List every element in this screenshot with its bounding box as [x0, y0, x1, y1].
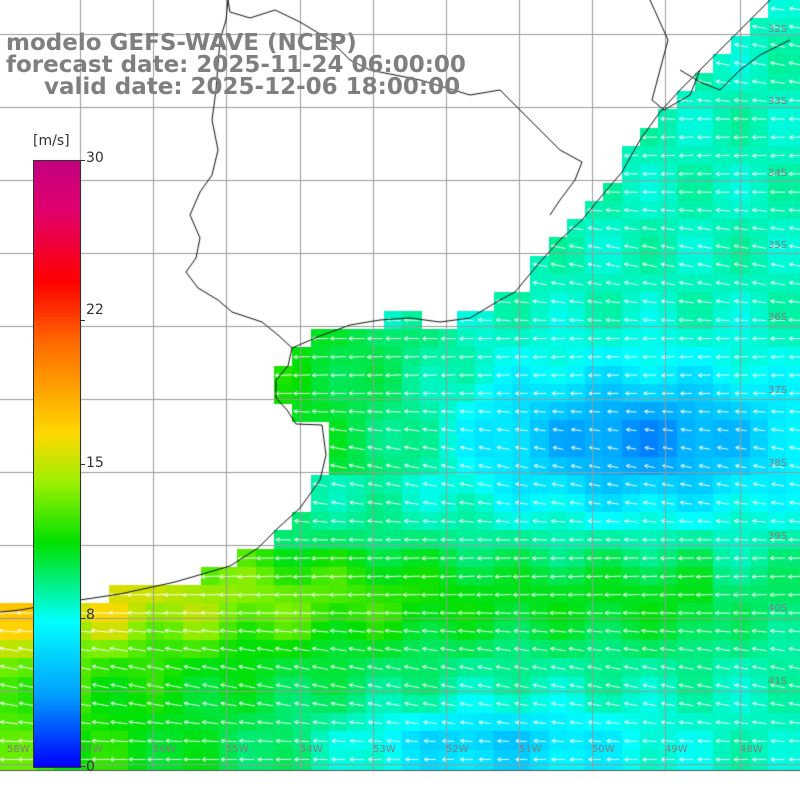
colorbar-tick-mark: [80, 766, 85, 767]
lon-label: 55W: [226, 744, 249, 755]
lon-label: 56W: [153, 744, 176, 755]
lon-label: 52W: [446, 744, 469, 755]
colorbar-tick-8: 8: [86, 607, 95, 623]
lat-label: 32S: [768, 24, 788, 35]
lon-label: 49W: [665, 744, 688, 755]
lat-label: 41S: [768, 676, 788, 687]
lon-label: 48W: [740, 744, 763, 755]
colorbar-unit: [m/s]: [33, 133, 70, 149]
lon-label: 51W: [519, 744, 542, 755]
lon-label: 57W: [80, 744, 103, 755]
colorbar-tick-mark: [80, 320, 85, 321]
colorbar-tick-0: 0: [86, 759, 95, 775]
model-title: modelo GEFS-WAVE (NCEP): [6, 30, 357, 56]
forecast-date: forecast date: 2025-11-24 06:00:00: [6, 52, 466, 78]
lat-label: 33S: [768, 96, 788, 107]
colorbar-tick-22: 22: [86, 302, 104, 318]
lon-label: 54W: [300, 744, 323, 755]
lat-label: 38S: [768, 458, 788, 469]
lat-label: 39S: [768, 531, 788, 542]
colorbar-tick-mark: [80, 618, 85, 619]
lat-label: 36S: [768, 312, 788, 323]
lat-label: 37S: [768, 385, 788, 396]
lat-label: 35S: [768, 240, 788, 251]
lon-label: 58W: [7, 744, 30, 755]
lat-label: 34S: [768, 168, 788, 179]
colorbar-tick-mark: [80, 464, 85, 465]
colorbar-tick-30: 30: [86, 150, 104, 166]
colorbar-tick-mark: [80, 160, 85, 161]
lon-label: 53W: [373, 744, 396, 755]
lat-label: 40S: [768, 603, 788, 614]
lon-label: 50W: [592, 744, 615, 755]
valid-date: valid date: 2025-12-06 18:00:00: [44, 74, 461, 100]
colorbar-tick-15: 15: [86, 455, 104, 471]
colorbar: [33, 160, 81, 768]
